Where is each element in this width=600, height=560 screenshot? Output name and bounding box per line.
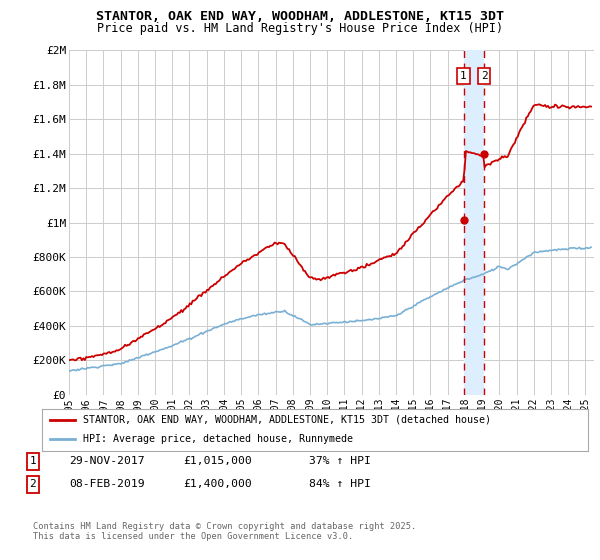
Bar: [464, 50, 484, 395]
Text: 2: 2: [29, 479, 37, 489]
Text: £1,400,000: £1,400,000: [183, 479, 252, 489]
Text: 1: 1: [460, 71, 467, 81]
Text: 84% ↑ HPI: 84% ↑ HPI: [309, 479, 371, 489]
Text: 2: 2: [481, 71, 488, 81]
Text: 37% ↑ HPI: 37% ↑ HPI: [309, 456, 371, 466]
Text: STANTOR, OAK END WAY, WOODHAM, ADDLESTONE, KT15 3DT: STANTOR, OAK END WAY, WOODHAM, ADDLESTON…: [96, 10, 504, 22]
Text: Price paid vs. HM Land Registry's House Price Index (HPI): Price paid vs. HM Land Registry's House …: [97, 22, 503, 35]
Text: STANTOR, OAK END WAY, WOODHAM, ADDLESTONE, KT15 3DT (detached house): STANTOR, OAK END WAY, WOODHAM, ADDLESTON…: [83, 415, 491, 424]
Text: £1,015,000: £1,015,000: [183, 456, 252, 466]
Text: 08-FEB-2019: 08-FEB-2019: [69, 479, 145, 489]
Text: HPI: Average price, detached house, Runnymede: HPI: Average price, detached house, Runn…: [83, 434, 353, 444]
Text: Contains HM Land Registry data © Crown copyright and database right 2025.
This d: Contains HM Land Registry data © Crown c…: [33, 522, 416, 542]
Text: 29-NOV-2017: 29-NOV-2017: [69, 456, 145, 466]
Text: 1: 1: [29, 456, 37, 466]
